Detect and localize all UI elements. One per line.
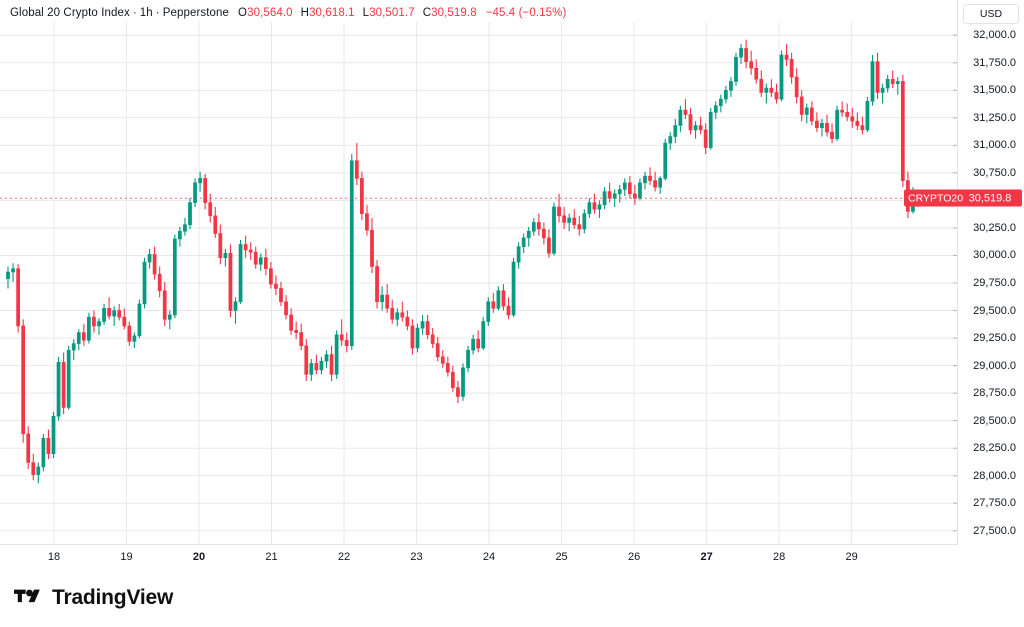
legend-separator-1: · xyxy=(132,7,137,19)
time-tick-label: 19 xyxy=(120,551,133,563)
time-tick-label: 26 xyxy=(627,551,641,563)
price-tick-label: 29,500.0 xyxy=(973,304,1016,317)
price-tick-label: 31,250.0 xyxy=(973,111,1016,124)
price-tick-label: 29,750.0 xyxy=(973,277,1016,289)
legend-high-value: 30,618.1 xyxy=(309,7,355,19)
legend-separator-2: · xyxy=(155,7,160,19)
legend-open-value: 30,564.0 xyxy=(247,7,293,19)
chart-legend[interactable]: Global 20 Crypto Index · 1h · Pepperston… xyxy=(10,5,566,21)
time-tick-label: 23 xyxy=(410,551,423,563)
time-tick-label: 20 xyxy=(192,551,206,563)
price-tick-label: 28,000.0 xyxy=(973,469,1016,482)
legend-change-value: −45.4 (−0.15%) xyxy=(485,7,567,19)
last-price-badge: 30,519.8 xyxy=(958,189,1022,207)
price-tick-label: 32,000.0 xyxy=(973,29,1016,42)
candlestick-svg xyxy=(0,22,958,544)
price-tick-label: 29,250.0 xyxy=(973,332,1016,345)
legend-exchange[interactable]: Pepperstone xyxy=(162,7,230,19)
legend-ohlc-values: O 30,564.0 H 30,618.1 L 30,501.7 C 30,51… xyxy=(238,7,566,19)
chart-plot-area[interactable] xyxy=(0,22,958,544)
price-tick-label: 31,750.0 xyxy=(973,56,1016,69)
legend-close-label: C xyxy=(422,7,432,19)
price-tick-label: 27,750.0 xyxy=(973,497,1016,510)
price-tick-label: 31,500.0 xyxy=(973,84,1016,97)
time-tick-label: 22 xyxy=(337,551,351,563)
price-tick-label: 29,000.0 xyxy=(973,359,1016,372)
tradingview-logo[interactable]: TradingView xyxy=(14,586,173,610)
symbol-price-tag: CRYPTO20 xyxy=(904,189,968,207)
price-tick-label: 27,500.0 xyxy=(973,524,1016,537)
price-tick-label: 31,000.0 xyxy=(973,139,1016,152)
legend-high-label: H xyxy=(300,7,310,19)
legend-low-label: L xyxy=(362,7,370,19)
price-tick-label: 28,500.0 xyxy=(973,414,1016,427)
time-tick-label: 27 xyxy=(700,551,713,563)
time-tick-label: 29 xyxy=(845,551,858,563)
tradingview-mark-icon xyxy=(14,589,40,602)
legend-close-value: 30,519.8 xyxy=(431,7,477,19)
price-tick-label: 28,250.0 xyxy=(973,442,1016,455)
currency-badge[interactable]: USD xyxy=(963,4,1019,24)
price-tick-label: 30,750.0 xyxy=(973,166,1016,179)
time-tick-label: 28 xyxy=(772,551,786,563)
legend-open-label: O xyxy=(238,7,248,19)
legend-interval[interactable]: 1h xyxy=(139,7,153,19)
time-scale[interactable]: 18 19 20 21 22 23 24 25 26 27 28 29 xyxy=(0,544,958,569)
price-tick-label: 30,250.0 xyxy=(973,221,1016,234)
legend-low-value: 30,501.7 xyxy=(369,7,415,19)
time-tick-label: 18 xyxy=(47,551,61,563)
legend-symbol-name[interactable]: Global 20 Crypto Index xyxy=(10,7,130,19)
time-tick-label: 24 xyxy=(482,551,496,563)
time-tick-label: 21 xyxy=(265,551,278,563)
tradingview-wordmark: TradingView xyxy=(52,585,174,609)
price-tick-label: 28,750.0 xyxy=(973,387,1016,400)
price-tick-label: 30,000.0 xyxy=(973,249,1016,262)
price-scale[interactable]: USD 32,000.0 31,750.0 31,500.0 31,250.0 31,0… xyxy=(957,0,1024,568)
time-tick-label: 25 xyxy=(555,551,568,563)
footer-watermark: TradingView xyxy=(0,568,1024,627)
